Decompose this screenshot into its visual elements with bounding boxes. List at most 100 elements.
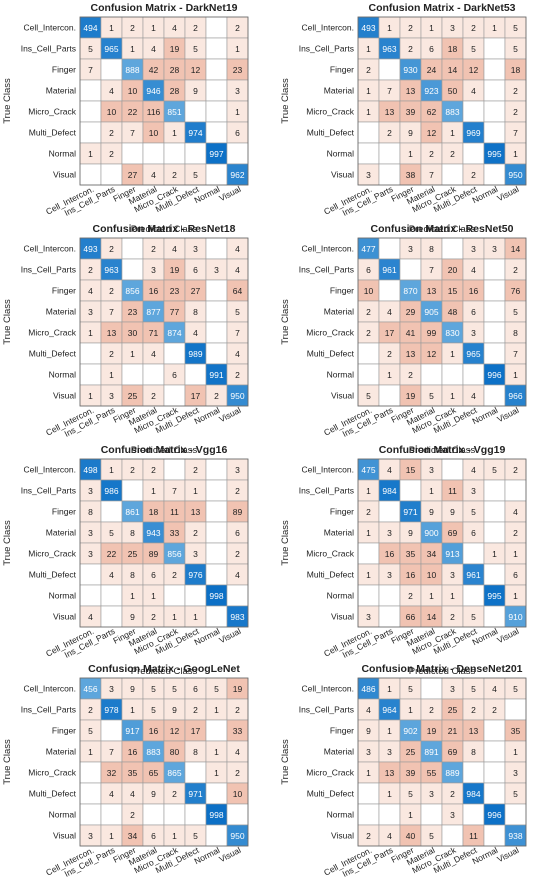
cell-value: 8 [429, 244, 434, 254]
cell-value: 865 [167, 768, 181, 778]
row-tick-label: Cell_Intercon. [24, 465, 76, 475]
cell-value: 2 [109, 149, 114, 159]
cell-value: 1 [513, 549, 518, 559]
cell-value: 10 [364, 286, 374, 296]
matrix-cell [462, 363, 485, 386]
cell-value: 33 [170, 528, 180, 538]
matrix-cell [357, 803, 380, 826]
cell-value: 6 [513, 570, 518, 580]
matrix-border [79, 677, 249, 847]
cell-value: 2 [387, 128, 392, 138]
row-tick-label: Ins_Cell_Parts [299, 486, 354, 496]
cell-value: 12 [427, 128, 437, 138]
matrix-cell [483, 563, 506, 586]
cell-value: 3 [429, 789, 434, 799]
cell-value: 2 [109, 349, 114, 359]
cell-value: 913 [445, 549, 459, 559]
cell-value: 38 [406, 170, 416, 180]
column-tick-label: Visual [495, 405, 520, 424]
cell-value: 3 [88, 486, 93, 496]
row-tick-label: Normal [327, 810, 355, 820]
cell-value: 3 [88, 307, 93, 317]
matrix-cell [100, 500, 123, 523]
cell-value: 943 [146, 528, 160, 538]
y-axis-title: True Class [280, 520, 291, 566]
cell-value: 25 [448, 705, 458, 715]
cell-value: 3 [450, 570, 455, 580]
matrix-cell [163, 142, 186, 165]
cell-value: 4 [130, 789, 135, 799]
cell-value: 28 [170, 86, 180, 96]
cell-value: 3 [471, 244, 476, 254]
matrix-border [357, 677, 527, 847]
cell-value: 3 [387, 528, 392, 538]
y-axis-title: True Class [280, 299, 291, 345]
cell-value: 493 [83, 244, 97, 254]
matrix-cell [205, 719, 228, 742]
matrix-cell [462, 761, 485, 784]
cell-value: 1 [130, 349, 135, 359]
cell-value: 16 [385, 549, 395, 559]
row-tick-label: Multi_Defect [29, 349, 77, 359]
cell-value: 3 [193, 549, 198, 559]
matrix-cell [184, 803, 207, 826]
row-tick-label: Ins_Cell_Parts [299, 44, 354, 54]
matrix-cell [205, 605, 228, 628]
cell-value: 3 [235, 86, 240, 96]
cell-value: 4 [235, 265, 240, 275]
cell-value: 4 [235, 570, 240, 580]
cell-value: 2 [172, 570, 177, 580]
cell-value: 5 [235, 307, 240, 317]
row-tick-label: Multi_Defect [307, 789, 355, 799]
matrix-cell [142, 142, 165, 165]
cell-value: 2 [88, 705, 93, 715]
cell-value: 3 [235, 465, 240, 475]
cell-value: 71 [149, 328, 159, 338]
cell-value: 34 [128, 831, 138, 841]
matrix-cell [100, 163, 123, 186]
panel-title: Confusion Matrix - Vgg16 [101, 444, 228, 456]
cell-value: 19 [406, 391, 416, 401]
cell-value: 1 [366, 107, 371, 117]
cell-value: 40 [406, 831, 416, 841]
cell-value: 1 [387, 23, 392, 33]
cell-value: 9 [450, 507, 455, 517]
cell-value: 3 [450, 684, 455, 694]
cell-value: 1 [130, 44, 135, 54]
cell-value: 974 [188, 128, 202, 138]
cell-value: 6 [471, 307, 476, 317]
cell-value: 1 [429, 591, 434, 601]
cell-value: 76 [511, 286, 521, 296]
row-tick-label: Cell_Intercon. [24, 244, 76, 254]
cell-value: 6 [366, 265, 371, 275]
column-tick-label: Visual [217, 405, 242, 424]
column-tick-label: Visual [495, 845, 520, 864]
cell-value: 1 [408, 810, 413, 820]
matrix-cell [205, 58, 228, 81]
matrix-cell [205, 782, 228, 805]
cell-value: 2 [214, 391, 219, 401]
cell-value: 9 [366, 726, 371, 736]
matrix-cell [483, 521, 506, 544]
row-tick-label: Finger [330, 65, 354, 75]
row-tick-label: Visual [53, 391, 76, 401]
cell-value: 5 [193, 44, 198, 54]
cell-value: 998 [209, 810, 223, 820]
cell-value: 2 [88, 265, 93, 275]
cell-value: 856 [125, 286, 139, 296]
matrix-cell [357, 584, 380, 607]
cell-value: 18 [511, 65, 521, 75]
cell-value: 5 [366, 391, 371, 401]
matrix-cell [163, 458, 186, 481]
cell-value: 9 [151, 789, 156, 799]
cell-value: 1 [172, 612, 177, 622]
cell-value: 18 [448, 44, 458, 54]
row-tick-label: Visual [53, 170, 76, 180]
matrix-cell [441, 824, 464, 847]
cell-value: 8 [513, 328, 518, 338]
cell-value: 996 [487, 810, 501, 820]
row-tick-label: Material [46, 86, 76, 96]
cell-value: 3 [471, 486, 476, 496]
matrix-cell [79, 782, 102, 805]
row-tick-label: Material [324, 528, 354, 538]
